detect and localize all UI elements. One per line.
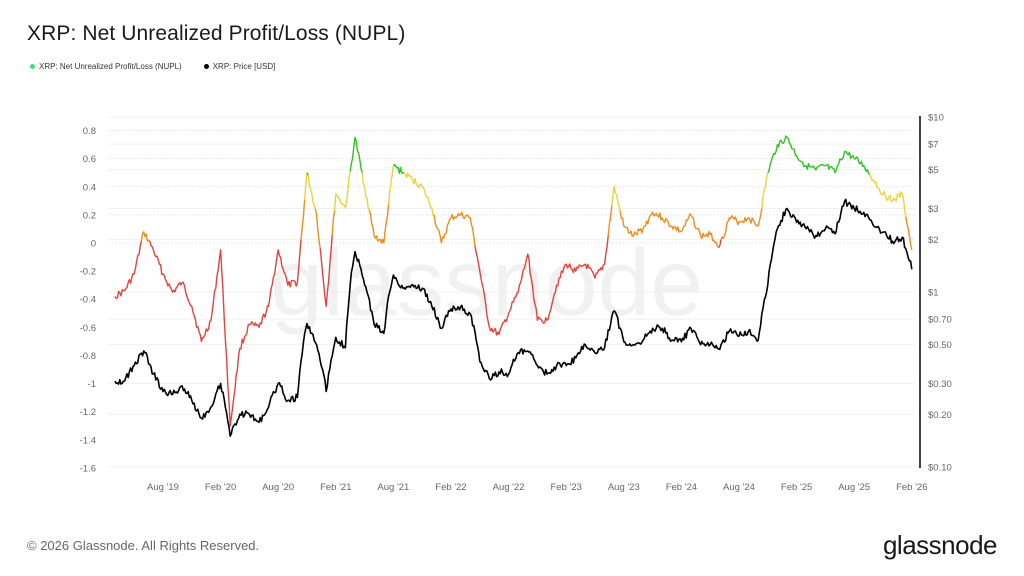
x-tick-label: Aug '23 [608,482,640,493]
x-tick-label: Aug '22 [493,482,525,493]
y-left-tick-label: 0.2 [83,210,96,221]
y-left-tick-label: 0.4 [83,182,96,193]
x-tick-label: Feb '23 [551,482,582,493]
x-tick-label: Feb '20 [205,482,236,493]
y-right-tick-label: $0.70 [928,315,952,326]
y-right-tick-label: $7 [928,140,939,151]
y-right-tick-label: $0.20 [928,410,952,421]
legend-dot-icon [203,64,209,69]
y-left-tick-label: -0.4 [80,295,96,306]
y-left-tick-label: 0.6 [83,154,96,165]
x-tick-label: Aug '21 [377,482,409,493]
gridlines [108,116,915,468]
legend-label: XRP: Net Unrealized Profit/Loss (NUPL) [39,62,182,71]
x-tick-label: Aug '24 [723,482,755,493]
y-right-tick-label: $0.10 [928,463,952,474]
x-tick-label: Feb '21 [320,482,351,493]
x-tick-label: Aug '20 [262,482,294,493]
y-right-tick-label: $1 [928,288,939,299]
y-right-tick-label: $5 [928,165,939,176]
y-left-tick-label: -1.2 [80,407,96,418]
copyright-text: © 2026 Glassnode. All Rights Reserved. [27,538,260,553]
y-right-tick-label: $2 [928,235,939,246]
y-axis-left: 0.8 0.6 0.4 0.2 0 -0.2 -0.4 -0.6 -0.8 -1 -1.2 -1.4 -… [80,126,96,474]
y-left-tick-label: -0.8 [80,351,96,362]
y-left-tick-label: -1.4 [80,435,96,446]
legend-dot-icon [30,64,35,69]
y-left-tick-label: -1 [88,379,96,390]
nupl-series-line [114,135,913,427]
chart-title: XRP: Net Unrealized Profit/Loss (NUPL) [27,22,406,45]
y-right-tick-label: $3 [928,204,939,215]
y-left-tick-label: 0.8 [83,126,96,137]
legend-label: XRP: Price [USD] [212,62,276,71]
x-tick-label: Feb '26 [896,482,927,493]
y-right-tick-label: $0.50 [928,340,952,351]
glassnode-logo: glassnode [882,530,998,560]
x-tick-label: Feb '22 [435,482,466,493]
x-tick-label: Feb '24 [666,482,697,493]
legend-item-price[interactable]: XRP: Price [USD] [203,62,276,71]
watermark: glassnode [270,230,703,336]
legend-item-nupl[interactable]: XRP: Net Unrealized Profit/Loss (NUPL) [30,62,182,71]
price-series-line [114,198,913,437]
y-axis-right: $10 $7 $5 $3 $2 $1 $0.70 $0.50 $0.30 $0.20 $0.10 [928,113,952,474]
y-right-tick-label: $0.30 [928,379,952,390]
y-left-tick-label: -0.6 [80,323,96,334]
x-tick-label: Aug '19 [147,482,179,493]
y-left-tick-label: 0 [91,239,96,250]
x-tick-label: Aug '25 [838,482,870,493]
x-tick-label: Feb '25 [781,482,812,493]
y-left-tick-label: -1.6 [80,463,96,474]
x-axis: Aug '19 Feb '20 Aug '20 Feb '21 Aug '21 Feb '… [147,482,927,493]
y-left-tick-label: -0.2 [80,267,96,278]
chart-legend: XRP: Net Unrealized Profit/Loss (NUPL) X… [30,62,275,71]
y-right-tick-label: $10 [928,113,944,124]
